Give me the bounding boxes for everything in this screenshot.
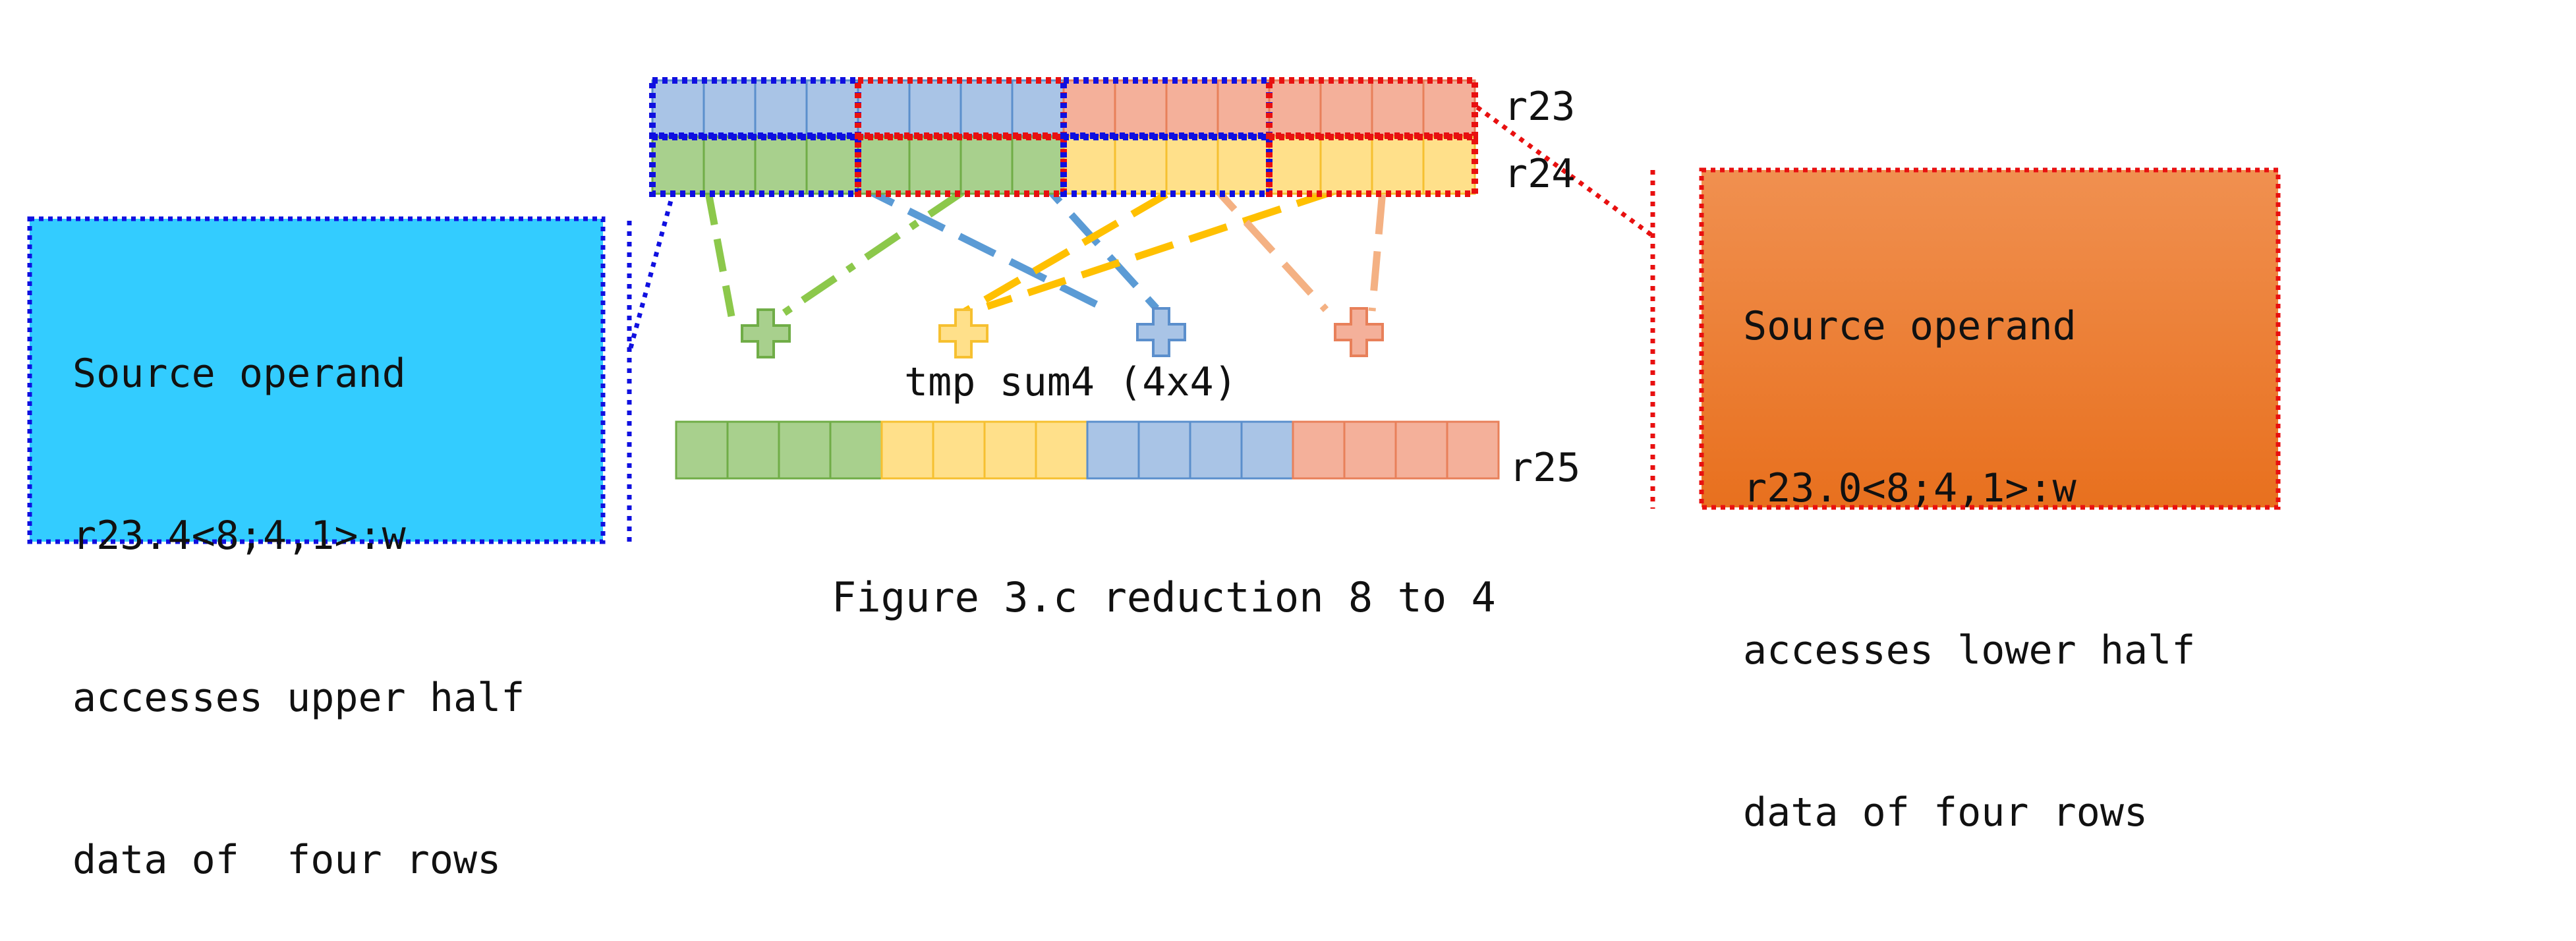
frame-blue-r24-upper-2	[1060, 134, 1273, 197]
plus-icon-blue	[1136, 307, 1186, 357]
r24-cell	[651, 136, 705, 195]
r25-cell	[1343, 420, 1397, 480]
r25-cell	[829, 420, 883, 480]
right-callout-line: Source operand	[1743, 303, 2076, 349]
left-callout-text: Source operand r23.4<8;4,1>:w accesses u…	[72, 239, 525, 941]
line-green-1	[704, 191, 735, 318]
r24-cell	[857, 136, 911, 195]
r25-cell	[1446, 420, 1500, 480]
r23-cell	[805, 79, 859, 137]
r25-cell	[778, 420, 832, 480]
plus-icon-orange	[1334, 307, 1384, 357]
r23-cell	[908, 79, 962, 137]
register-r24	[651, 136, 1476, 195]
r24-cell	[1114, 136, 1168, 195]
register-label-r23: r23	[1504, 84, 1575, 130]
r23-cell	[1371, 79, 1425, 137]
right-callout-text: Source operand r23.0<8;4,1>:w accesses l…	[1743, 191, 2195, 894]
r25-cell	[880, 420, 934, 480]
r23-cell	[754, 79, 808, 137]
left-callout-line: r23.4<8;4,1>:w	[72, 513, 406, 559]
tmp-sum-label: tmp sum4 (4x4)	[904, 359, 1238, 405]
r23-cell	[959, 79, 1014, 137]
line-yellow-1	[957, 191, 1168, 318]
frame-red-r24-lower-2	[1266, 134, 1478, 197]
r23-cell	[857, 79, 911, 137]
left-callout-line: Source operand	[72, 351, 406, 397]
r24-cell	[1422, 136, 1476, 195]
right-callout-box	[1699, 167, 2281, 510]
r23-cell	[1422, 79, 1476, 137]
r24-cell	[959, 136, 1014, 195]
r24-cell	[1216, 136, 1271, 195]
frame-red-r23-lower-2	[1266, 77, 1478, 139]
selection-frames	[649, 77, 1478, 197]
r23-cell	[1062, 79, 1116, 137]
right-callout-line: r23.0<8;4,1>:w	[1743, 465, 2076, 511]
right-pointer-line	[1441, 80, 1655, 238]
plus-icon-green	[741, 308, 791, 358]
r24-cell	[1371, 136, 1425, 195]
r24-cell	[702, 136, 757, 195]
r25-cell	[932, 420, 986, 480]
r25-cell	[675, 420, 729, 480]
r24-cell	[908, 136, 962, 195]
r25-cell	[726, 420, 780, 480]
frame-blue-r24-upper	[649, 134, 861, 197]
r23-cell	[651, 79, 705, 137]
frame-blue-r23-upper-2	[1060, 77, 1273, 139]
frame-red-r24-lower	[855, 134, 1067, 197]
r23-cell	[1011, 79, 1065, 137]
r25-cell	[1137, 420, 1191, 480]
right-callout-line: accesses lower half	[1743, 627, 2196, 673]
figure-caption: Figure 3.c reduction 8 to 4	[832, 573, 1496, 621]
left-callout-line: accesses upper half	[72, 675, 525, 721]
r24-cell	[1062, 136, 1116, 195]
r24-cell	[1165, 136, 1219, 195]
register-label-r24: r24	[1504, 151, 1575, 197]
r24-cell	[1268, 136, 1322, 195]
r23-cell	[1216, 79, 1271, 137]
r23-cell	[1319, 79, 1373, 137]
frame-blue-r23-upper	[649, 77, 861, 139]
r24-cell	[1011, 136, 1065, 195]
left-callout-box	[27, 216, 606, 544]
r25-cell	[1240, 420, 1294, 480]
plus-icon-yellow	[938, 308, 988, 358]
r24-cell	[805, 136, 859, 195]
r23-cell	[1268, 79, 1322, 137]
r25-cell	[1292, 420, 1346, 480]
r25-cell	[1394, 420, 1448, 480]
reduction-diagram: r23 r24 r25 tmp sum4 (4x4)	[27, 77, 2281, 544]
r25-cell	[1189, 420, 1243, 480]
left-callout-line: data of four rows	[72, 837, 501, 883]
line-green-2	[778, 189, 965, 318]
register-label-r25: r25	[1509, 445, 1580, 491]
frame-red-r23-lower	[855, 77, 1067, 139]
r24-cell	[754, 136, 808, 195]
r25-cell	[983, 420, 1037, 480]
r25-cell	[1035, 420, 1089, 480]
right-callout-line: data of four rows	[1743, 789, 2148, 836]
r25-cell	[1086, 420, 1140, 480]
r23-cell	[1114, 79, 1168, 137]
register-r25	[675, 420, 1500, 480]
left-pointer-line	[628, 190, 676, 349]
r23-cell	[1165, 79, 1219, 137]
line-yellow-2	[986, 187, 1336, 310]
r24-cell	[1319, 136, 1373, 195]
r23-cell	[702, 79, 757, 137]
